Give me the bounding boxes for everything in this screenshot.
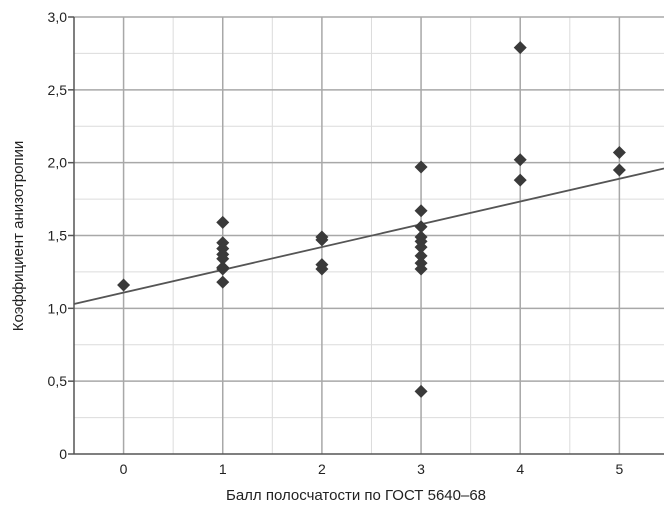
y-axis-title: Коэффициент анизотропии [10, 141, 27, 332]
data-point [612, 163, 626, 177]
data-point [216, 252, 230, 266]
y-tick-label: 1,5 [48, 228, 68, 244]
y-tick-label: 2,5 [48, 82, 68, 98]
data-point [414, 240, 428, 254]
data-point [216, 275, 230, 289]
data-point [513, 153, 527, 167]
trend-line-group [73, 167, 664, 305]
x-tick-label: 3 [417, 461, 425, 477]
x-tick-label: 5 [615, 461, 623, 477]
x-tick-label: 4 [516, 461, 524, 477]
x-tick-label: 0 [120, 461, 128, 477]
data-point [216, 262, 230, 276]
data-points [117, 41, 626, 398]
data-point [414, 384, 428, 398]
data-point [414, 160, 428, 174]
axes [68, 16, 664, 455]
y-tick-label: 1,0 [48, 300, 68, 316]
y-tick-label: 0,5 [48, 373, 68, 389]
x-axis-title: Балл полосчатости по ГОСТ 5640–68 [226, 487, 486, 504]
x-tick-labels: 0 1 2 3 4 5 [120, 461, 624, 477]
data-point [612, 145, 626, 159]
data-point [414, 220, 428, 234]
data-point [315, 233, 329, 247]
data-point [315, 262, 329, 276]
data-point [117, 278, 131, 292]
x-tick-label: 1 [219, 461, 227, 477]
trend-line [73, 167, 664, 305]
data-point [216, 215, 230, 229]
data-point [414, 204, 428, 218]
y-tick-labels: 0 0,5 1,0 1,5 2,0 2,5 3,0 [48, 9, 68, 462]
data-point [414, 262, 428, 276]
data-point [513, 41, 527, 55]
x-tick-label: 2 [318, 461, 326, 477]
y-tick-label: 2,0 [48, 155, 68, 171]
y-tick-label: 0 [59, 446, 67, 462]
y-tick-label: 3,0 [48, 9, 68, 25]
data-point [513, 173, 527, 187]
data-point [414, 249, 428, 263]
